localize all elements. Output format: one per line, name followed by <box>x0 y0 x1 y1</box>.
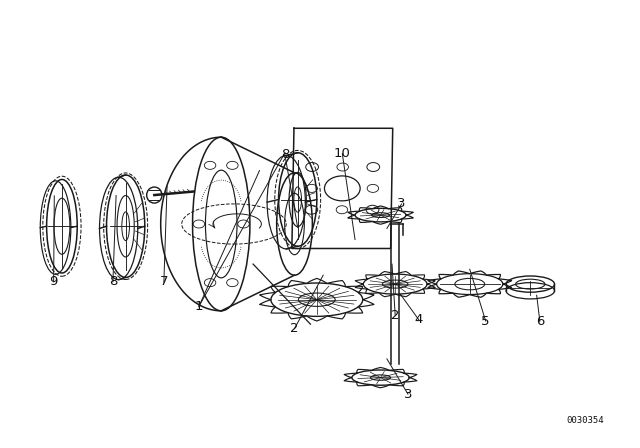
Text: 0030354: 0030354 <box>566 416 604 425</box>
Text: 10: 10 <box>334 147 351 160</box>
Text: 3: 3 <box>397 198 406 211</box>
Text: 3: 3 <box>404 388 412 401</box>
Text: 7: 7 <box>159 276 168 289</box>
Text: 1: 1 <box>195 300 203 313</box>
Text: 8: 8 <box>281 148 289 161</box>
Text: 2: 2 <box>391 309 399 322</box>
Text: 8: 8 <box>109 276 117 289</box>
Text: 2: 2 <box>291 322 299 335</box>
Text: 6: 6 <box>536 314 544 327</box>
Text: 5: 5 <box>481 314 490 327</box>
Text: 4: 4 <box>415 313 423 326</box>
Text: 9: 9 <box>49 276 58 289</box>
